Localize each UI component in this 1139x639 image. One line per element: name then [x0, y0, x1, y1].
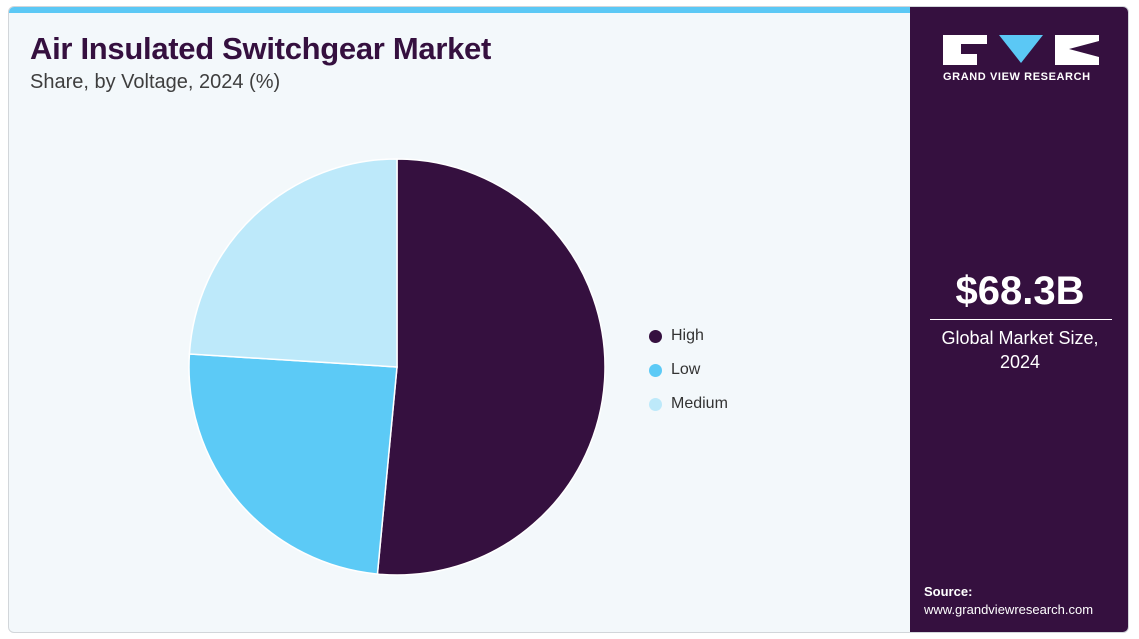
- market-size-value: $68.3B: [955, 269, 1085, 313]
- chart-title: Air Insulated Switchgear Market: [30, 31, 491, 66]
- legend-item-low: Low: [649, 353, 728, 387]
- source-label: Source:: [924, 584, 973, 599]
- legend-item-medium: Medium: [649, 387, 728, 421]
- pie-slice-high: [376, 158, 606, 576]
- legend-label: Medium: [671, 395, 728, 412]
- source-note: Source: www.grandviewresearch.com: [924, 583, 1093, 619]
- market-size-label: Global Market Size, 2024: [941, 328, 1099, 372]
- value-divider: [930, 319, 1112, 320]
- pie-slice-low: [188, 353, 398, 575]
- logo-mark-icon: [943, 35, 1099, 65]
- legend-swatch-icon: [649, 329, 662, 343]
- legend-item-high: High: [649, 319, 728, 353]
- chart-card: Air Insulated Switchgear Market Share, b…: [8, 6, 1129, 633]
- legend-label: High: [671, 327, 704, 344]
- legend-label: Low: [671, 361, 701, 378]
- accent-bar: [9, 7, 911, 13]
- legend-swatch-icon: [649, 397, 662, 411]
- legend-swatch-icon: [649, 363, 662, 377]
- source-link[interactable]: www.grandviewresearch.com: [924, 602, 1094, 617]
- chart-legend: High Low Medium: [649, 319, 728, 421]
- sidebar-panel: GRAND VIEW RESEARCH $68.3B Global Market…: [910, 7, 1128, 632]
- logo-text: GRAND VIEW RESEARCH: [943, 71, 1091, 83]
- pie-chart: [188, 158, 606, 576]
- pie-slice-medium: [188, 158, 398, 368]
- chart-subtitle: Share, by Voltage, 2024 (%): [30, 71, 281, 93]
- brand-logo: GRAND VIEW RESEARCH: [943, 35, 1099, 83]
